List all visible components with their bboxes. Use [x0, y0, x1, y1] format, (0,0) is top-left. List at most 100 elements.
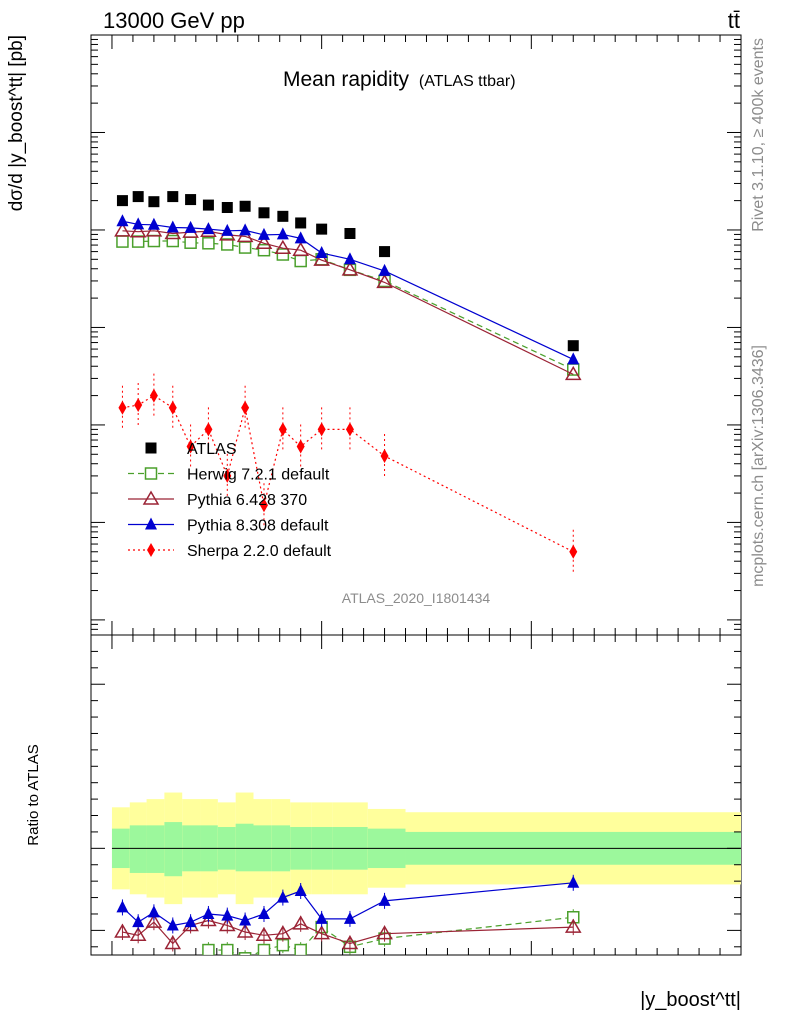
ratio-x-tick-label: 0: [106, 964, 117, 986]
ratio-ylabel: Ratio to ATLAS: [25, 744, 42, 845]
mcplots-label: mcplots.cern.ch [arXiv:1306.3436]: [750, 345, 767, 587]
main-y-tick-label-exponent: -3: [71, 507, 84, 523]
ratio-point-pythia-6-428-370: [200, 912, 217, 927]
ratio-point-pythia-8-308-default: [294, 884, 307, 896]
main-point-sherpa-2-2-0-default: [241, 400, 250, 415]
main-point-atlas: [344, 227, 356, 239]
ratio-point-pythia-8-308-default: [276, 890, 289, 903]
ratio-point-pythia-6-428-370: [376, 925, 393, 940]
main-point-sherpa-2-2-0-default: [134, 398, 143, 413]
main-point-atlas: [116, 195, 128, 207]
main-point-herwig-7-2-1-default: [294, 254, 307, 268]
ratio-point-pythia-6-428-370: [145, 913, 163, 928]
energy-label: 13000 GeV pp: [103, 8, 245, 33]
ratio-point-herwig-7-2-1-default: [202, 943, 215, 955]
main-y-tick-label-exponent: -4: [71, 605, 84, 621]
main-point-sherpa-2-2-0-default: [118, 400, 127, 415]
ratio-point-pythia-8-308-default: [116, 900, 129, 913]
main-point-pythia-8-308-default: [132, 217, 145, 230]
main-point-atlas: [239, 200, 251, 212]
main-point-atlas: [221, 202, 233, 214]
legend: ATLAS Herwig 7.2.1 default Pythia 6.428 37…: [128, 441, 332, 560]
ratio-point-pythia-6-428-370: [313, 925, 330, 940]
main-point-pythia-8-308-default: [315, 246, 328, 259]
legend-marker-sherpa-2-2-0-default: [147, 543, 155, 557]
ratio-point-pythia-6-428-370: [164, 935, 182, 950]
ratio-point-herwig-7-2-1-default: [221, 943, 234, 955]
ratio-inner-band: [164, 822, 183, 877]
ratio-x-tick-label: 3: [735, 964, 746, 986]
ratio-point-pythia-6-428-370: [255, 926, 273, 942]
main-point-pythia-8-308-default: [343, 252, 356, 265]
main-point-pythia-8-308-default: [202, 222, 215, 235]
main-point-atlas: [295, 217, 307, 229]
main-point-sherpa-2-2-0-default: [296, 439, 305, 454]
ratio-y-tick-label-right: 2: [749, 674, 760, 696]
ratio-point-herwig-7-2-1-default: [294, 943, 307, 955]
ratio-point-pythia-6-428-370: [114, 923, 131, 938]
ratio-plot-frame: [90, 634, 742, 956]
ratio-y-tick-label: 2: [70, 674, 81, 696]
main-y-tick-label-exponent: -1: [71, 312, 84, 328]
main-y-tick-label: 1: [72, 220, 83, 242]
ratio-point-pythia-6-428-370: [564, 918, 582, 933]
ratio-point-herwig-7-2-1-default: [238, 952, 252, 955]
ratio-point-pythia-8-308-default: [343, 911, 356, 924]
legend-label-sherpa-2-2-0-default: Sherpa 2.2.0 default: [187, 543, 332, 560]
rivet-label: Rivet 3.1.10, ≥ 400k events: [750, 38, 767, 232]
ratio-point-pythia-6-428-370: [218, 916, 236, 932]
main-point-pythia-6-428-370: [114, 222, 131, 237]
main-point-pythia-8-308-default: [184, 220, 197, 233]
main-point-sherpa-2-2-0-default: [259, 498, 268, 513]
main-point-pythia-6-428-370: [564, 365, 582, 381]
main-y-tick-label-base: 10: [48, 512, 70, 534]
ratio-point-pythia-8-308-default: [132, 915, 145, 928]
legend-marker-atlas: [145, 442, 157, 454]
main-point-pythia-8-308-default: [239, 223, 252, 236]
main-point-pythia-8-308-default: [257, 227, 270, 240]
main-subtitle: (ATLAS ttbar): [419, 73, 516, 90]
ratio-point-pythia-8-308-default: [378, 893, 391, 906]
ratio-inner-band: [129, 825, 147, 873]
legend-label-atlas: ATLAS: [187, 441, 237, 458]
main-y-tick-label: 10-3: [48, 507, 83, 534]
main-y-tick-label-base: 10: [48, 610, 70, 632]
main-line-sherpa-2-2-0-default: [122, 394, 574, 553]
main-point-pythia-8-308-default: [378, 263, 391, 276]
ratio-x-tick-label: 2: [526, 964, 537, 986]
ratio-point-pythia-6-428-370: [341, 935, 359, 950]
main-ylabel: dσ/d |y_boost^tt| [pb]: [6, 35, 27, 211]
main-point-atlas: [202, 199, 214, 211]
legend-marker-pythia-8-308-default: [145, 517, 157, 530]
main-point-pythia-8-308-default: [116, 214, 129, 227]
main-point-atlas: [258, 207, 270, 219]
main-point-sherpa-2-2-0-default: [186, 439, 195, 454]
main-point-pythia-6-428-370: [129, 223, 147, 238]
ratio-y-tick-label: 1: [70, 838, 81, 860]
main-point-pythia-6-428-370: [145, 222, 163, 237]
main-point-herwig-7-2-1-default: [221, 238, 234, 251]
main-point-herwig-7-2-1-default: [238, 241, 252, 254]
ratio-point-pythia-8-308-default: [257, 906, 270, 919]
main-point-sherpa-2-2-0-default: [168, 400, 177, 415]
main-title: Mean rapidity (ATLAS ttbar): [283, 68, 516, 91]
main-y-tick-label-base: 10: [48, 415, 70, 437]
main-point-atlas: [277, 210, 289, 222]
main-point-atlas: [132, 191, 144, 203]
ratio-point-pythia-8-308-default: [239, 913, 252, 926]
main-point-sherpa-2-2-0-default: [204, 422, 213, 437]
main-y-tick-label-exponent: -2: [71, 410, 84, 426]
legend-label-herwig-7-2-1-default: Herwig 7.2.1 default: [187, 467, 330, 484]
main-point-pythia-6-428-370: [313, 251, 330, 266]
ratio-y-tick-label-right: 0.5: [749, 920, 777, 942]
ratio-inner-band: [235, 823, 254, 872]
main-point-atlas: [148, 196, 160, 208]
main-point-sherpa-2-2-0-default: [317, 422, 326, 437]
ratio-x-tick-label: 1: [316, 964, 327, 986]
main-point-atlas: [316, 223, 328, 235]
ratio-point-herwig-7-2-1-default: [257, 943, 271, 955]
main-point-sherpa-2-2-0-default: [223, 468, 232, 483]
legend-label-pythia-6-428-370: Pythia 6.428 370: [187, 492, 307, 509]
ratio-point-pythia-8-308-default: [315, 911, 328, 924]
